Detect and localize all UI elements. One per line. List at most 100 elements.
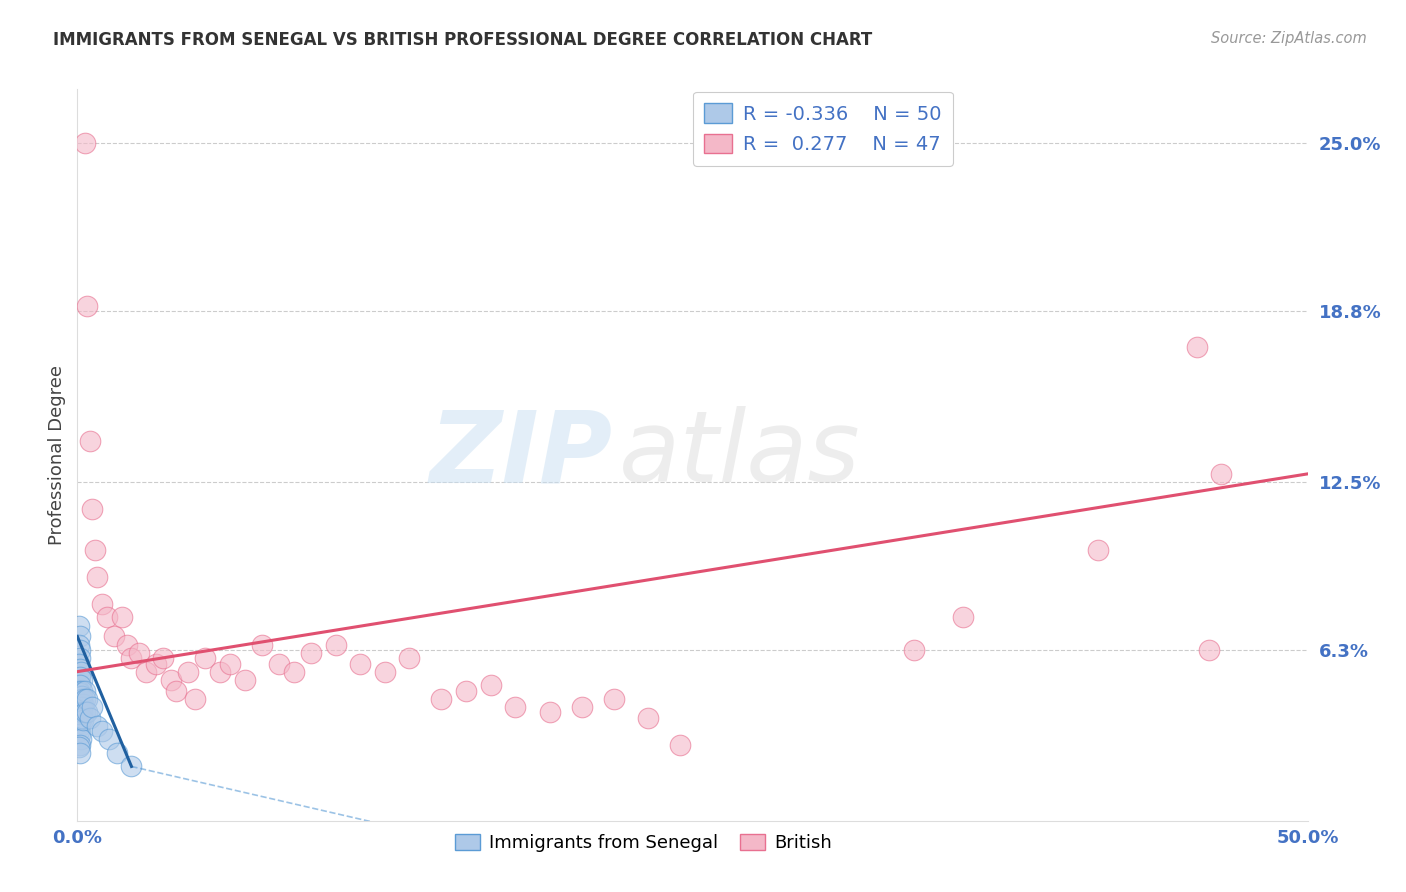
Point — [505, 699, 527, 714]
Point — [90, 597, 114, 611]
Point — [73, 136, 96, 151]
Point — [1198, 643, 1220, 657]
Point — [67, 711, 90, 725]
Point — [128, 646, 150, 660]
Point — [73, 691, 96, 706]
Point — [479, 678, 502, 692]
Point — [184, 691, 207, 706]
Point — [177, 665, 200, 679]
Point — [72, 714, 94, 728]
Point — [67, 740, 90, 755]
Point — [349, 657, 371, 671]
Point — [1087, 542, 1109, 557]
Point — [69, 719, 91, 733]
Point — [82, 502, 104, 516]
Point — [70, 699, 93, 714]
Point — [69, 629, 91, 643]
Point — [79, 434, 101, 449]
Point — [374, 665, 396, 679]
Point — [209, 665, 232, 679]
Point — [86, 719, 108, 733]
Point — [1211, 467, 1233, 481]
Point — [70, 691, 93, 706]
Point — [70, 689, 93, 703]
Text: IMMIGRANTS FROM SENEGAL VS BRITISH PROFESSIONAL DEGREE CORRELATION CHART: IMMIGRANTS FROM SENEGAL VS BRITISH PROFE… — [53, 31, 873, 49]
Point — [456, 683, 478, 698]
Point — [269, 657, 291, 671]
Point — [96, 610, 118, 624]
Point — [69, 727, 91, 741]
Point — [69, 651, 91, 665]
Point — [194, 651, 217, 665]
Point — [73, 683, 96, 698]
Point — [90, 724, 114, 739]
Point — [69, 706, 91, 720]
Point — [69, 678, 91, 692]
Point — [82, 699, 104, 714]
Point — [152, 651, 174, 665]
Point — [430, 691, 453, 706]
Point — [72, 697, 94, 711]
Point — [70, 706, 93, 720]
Text: ZIP: ZIP — [429, 407, 613, 503]
Point — [67, 657, 90, 671]
Point — [299, 646, 322, 660]
Point — [165, 683, 187, 698]
Point — [105, 746, 128, 760]
Point — [69, 699, 91, 714]
Point — [73, 706, 96, 720]
Point — [115, 638, 138, 652]
Point — [603, 691, 626, 706]
Point — [69, 714, 91, 728]
Point — [250, 638, 273, 652]
Point — [86, 570, 108, 584]
Point — [69, 686, 91, 700]
Point — [952, 610, 974, 624]
Point — [70, 732, 93, 747]
Point — [69, 662, 91, 676]
Point — [76, 706, 98, 720]
Point — [70, 683, 93, 698]
Point — [69, 746, 91, 760]
Point — [145, 657, 167, 671]
Point — [98, 732, 121, 747]
Point — [637, 711, 659, 725]
Point — [538, 706, 561, 720]
Point — [70, 711, 93, 725]
Point — [219, 657, 242, 671]
Point — [67, 702, 90, 716]
Point — [69, 716, 91, 731]
Point — [69, 670, 91, 684]
Point — [160, 673, 183, 687]
Point — [67, 683, 90, 698]
Point — [903, 643, 925, 657]
Legend: Immigrants from Senegal, British: Immigrants from Senegal, British — [447, 827, 839, 859]
Point — [69, 694, 91, 708]
Point — [79, 711, 101, 725]
Point — [121, 759, 143, 773]
Point — [103, 629, 125, 643]
Point — [111, 610, 132, 624]
Point — [69, 738, 91, 752]
Point — [70, 673, 93, 687]
Point — [67, 691, 90, 706]
Y-axis label: Professional Degree: Professional Degree — [48, 365, 66, 545]
Point — [233, 673, 256, 687]
Point — [69, 643, 91, 657]
Point — [121, 651, 143, 665]
Point — [283, 665, 305, 679]
Text: atlas: atlas — [619, 407, 860, 503]
Point — [325, 638, 347, 652]
Point — [669, 738, 692, 752]
Point — [571, 699, 593, 714]
Point — [76, 299, 98, 313]
Point — [69, 689, 91, 703]
Point — [135, 665, 157, 679]
Point — [1185, 340, 1208, 354]
Point — [67, 638, 90, 652]
Point — [398, 651, 420, 665]
Point — [67, 618, 90, 632]
Point — [76, 691, 98, 706]
Point — [83, 542, 105, 557]
Point — [67, 724, 90, 739]
